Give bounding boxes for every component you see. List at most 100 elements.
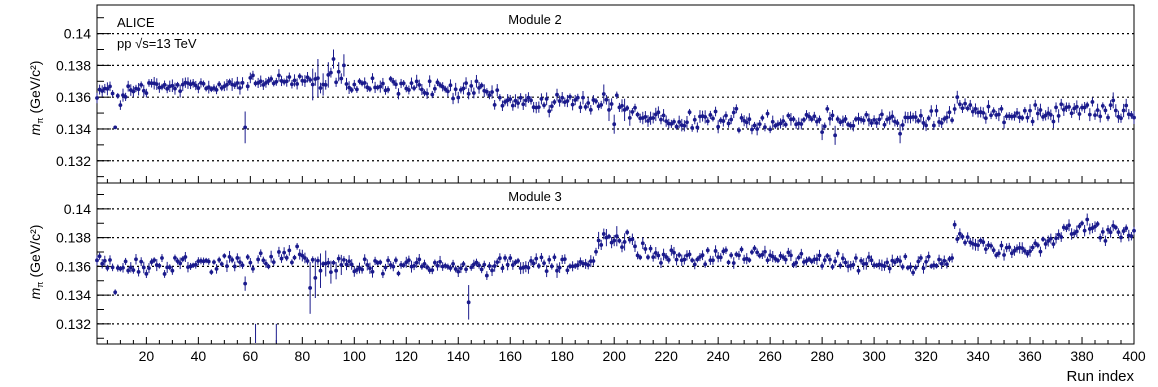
data-point — [427, 79, 432, 84]
data-point — [830, 113, 835, 118]
data-point — [851, 262, 856, 267]
data-point — [180, 257, 185, 262]
x-tick-label: 360 — [1018, 348, 1042, 364]
data-point — [1022, 108, 1027, 113]
data-point — [438, 259, 442, 264]
data-point — [1048, 236, 1053, 241]
data-point — [456, 95, 461, 100]
data-point — [895, 121, 900, 125]
data-point — [536, 264, 541, 268]
data-point — [513, 98, 518, 103]
data-point — [955, 237, 960, 242]
x-tick-label: 200 — [603, 348, 627, 364]
data-point — [828, 257, 832, 262]
data-point — [378, 84, 383, 89]
data-point — [526, 95, 531, 100]
data-point — [518, 95, 523, 100]
data-point — [482, 262, 487, 267]
data-point — [724, 113, 728, 118]
data-point — [1015, 111, 1019, 115]
data-point — [326, 260, 331, 265]
data-point — [747, 117, 752, 122]
data-point — [544, 269, 549, 274]
data-point — [461, 262, 466, 266]
data-point — [1028, 249, 1032, 254]
module-2-panel-title: Module 2 — [508, 12, 561, 27]
data-point — [690, 125, 695, 130]
data-point — [947, 110, 952, 115]
x-tick-label: 40 — [191, 348, 207, 364]
data-point — [934, 263, 939, 268]
data-point — [1111, 98, 1116, 103]
data-point — [955, 95, 960, 100]
data-point — [487, 264, 492, 268]
data-point — [885, 260, 889, 265]
data-point — [458, 266, 463, 271]
data-point — [386, 258, 390, 263]
data-point — [290, 260, 294, 265]
data-point — [365, 262, 370, 267]
data-point — [604, 97, 609, 102]
data-point — [991, 109, 996, 113]
data-point — [264, 261, 268, 266]
data-point — [1028, 108, 1032, 113]
data-point — [903, 254, 908, 259]
data-point — [401, 263, 406, 268]
module-2-ylabel-subscript: π — [35, 118, 45, 124]
data-point — [183, 255, 188, 259]
data-point — [815, 119, 819, 124]
data-point — [1132, 228, 1136, 233]
data-point — [131, 89, 136, 94]
data-point — [277, 250, 281, 254]
data-point — [419, 87, 424, 92]
data-point — [661, 252, 666, 257]
data-point — [781, 255, 786, 260]
data-point — [830, 264, 835, 269]
data-point — [419, 264, 424, 269]
data-point — [991, 248, 996, 253]
data-point — [318, 86, 323, 90]
data-point — [435, 80, 440, 85]
data-point — [464, 81, 468, 86]
data-point — [100, 89, 105, 93]
data-point — [266, 79, 271, 83]
data-point — [965, 235, 970, 240]
data-point — [300, 253, 305, 258]
data-point — [755, 127, 760, 131]
data-point — [412, 86, 416, 91]
data-point — [1085, 103, 1090, 107]
data-point — [1124, 103, 1129, 108]
data-point — [334, 268, 339, 273]
y-tick-label: 0.134 — [56, 121, 91, 137]
data-point — [334, 80, 339, 85]
data-point — [323, 82, 328, 87]
data-point — [794, 260, 799, 265]
data-point — [799, 251, 804, 256]
data-point — [305, 75, 310, 80]
data-point — [536, 105, 541, 110]
data-point — [705, 119, 710, 124]
data-point — [898, 131, 902, 136]
data-point — [100, 261, 105, 266]
data-point — [622, 240, 627, 244]
data-point — [131, 268, 136, 273]
data-point — [570, 102, 575, 107]
data-point — [542, 261, 546, 266]
data-point — [921, 121, 926, 125]
data-point — [770, 119, 775, 124]
data-point — [1119, 116, 1123, 121]
data-point — [248, 260, 253, 265]
data-point — [516, 258, 520, 263]
data-point — [287, 75, 292, 79]
data-point — [630, 109, 635, 114]
data-point — [432, 260, 437, 265]
y-tick-label: 0.138 — [56, 57, 91, 73]
data-point — [869, 258, 874, 263]
data-point — [373, 259, 377, 263]
data-point — [235, 256, 240, 260]
data-point — [141, 265, 146, 270]
data-point — [1035, 111, 1040, 116]
data-point — [505, 262, 510, 267]
data-point — [620, 245, 624, 250]
data-point — [440, 84, 445, 89]
